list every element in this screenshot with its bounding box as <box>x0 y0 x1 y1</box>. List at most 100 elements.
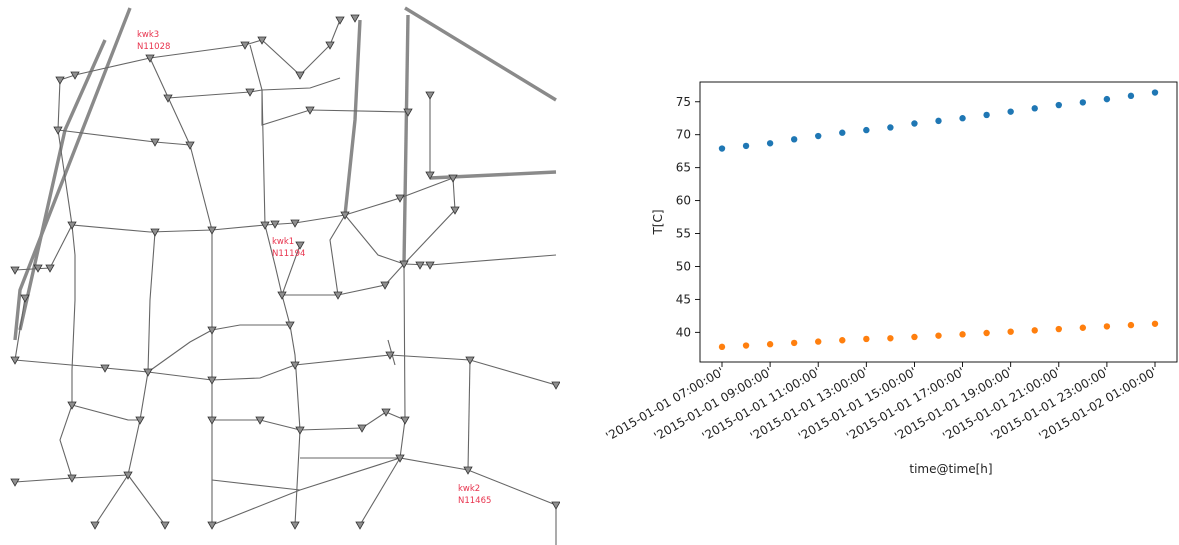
network-node <box>325 41 335 50</box>
plant-node-kwk3: N11028 <box>137 42 170 52</box>
network-node <box>295 241 305 250</box>
network-node <box>207 416 217 425</box>
network-node <box>10 266 20 275</box>
series-2-point <box>887 335 894 342</box>
network-node <box>207 326 217 335</box>
network-node <box>207 376 217 385</box>
network-node <box>448 174 458 183</box>
network-node <box>290 361 300 370</box>
series-1-point <box>1055 101 1062 109</box>
series-2-point <box>815 338 822 345</box>
network-node <box>185 141 195 150</box>
network-node <box>45 264 55 273</box>
series-1-point <box>959 115 966 122</box>
network-node <box>465 356 475 365</box>
network-node <box>10 478 20 487</box>
network-node <box>33 264 43 273</box>
series-1-point <box>742 142 750 150</box>
series-2-point <box>718 343 726 351</box>
plant-name-kwk1: kwk1 <box>272 237 294 247</box>
series-2-point <box>983 329 990 337</box>
network-node <box>100 364 110 373</box>
y-tick-label: 45 <box>676 292 691 306</box>
network-node <box>277 291 287 300</box>
network-node <box>55 76 65 85</box>
series-2-point <box>935 332 942 339</box>
series-1-point <box>935 117 942 125</box>
network-node <box>463 466 473 475</box>
plot-area <box>699 81 1178 363</box>
network-node <box>150 138 160 147</box>
y-tick-label: 65 <box>676 161 691 175</box>
network-node <box>415 261 425 270</box>
network-node <box>150 228 160 237</box>
series-1-point <box>1007 108 1014 115</box>
network-node <box>270 220 280 229</box>
series-2-point <box>790 339 798 347</box>
series-1-point <box>1079 99 1087 106</box>
network-node <box>135 416 145 425</box>
series-1-point <box>1151 89 1159 96</box>
network-nodes <box>10 14 560 530</box>
network-node <box>53 126 63 135</box>
plant-node-kwk1: N11194 <box>272 249 305 259</box>
series-1-point <box>718 145 726 152</box>
network-node <box>260 221 270 230</box>
series-2-point <box>863 335 870 343</box>
plant-name-kwk2: kwk2 <box>458 484 480 494</box>
network-node <box>305 106 315 115</box>
plant-name-kwk3: kwk3 <box>137 30 159 40</box>
series-2-point <box>959 331 966 338</box>
series-2-point <box>1151 320 1159 327</box>
series-2-point <box>1127 321 1135 329</box>
x-axis-label: time@time[h] <box>909 462 992 476</box>
network-map: kwk3 N11028 kwk1 N11194 kwk2 N11465 <box>10 6 560 545</box>
series-2-point <box>1103 323 1111 330</box>
series-2-point <box>766 341 774 348</box>
series-1-point <box>1031 105 1038 112</box>
network-node <box>163 94 173 103</box>
series-2-point <box>839 337 846 344</box>
network-node <box>207 226 217 235</box>
network-node <box>551 501 560 510</box>
y-tick-label: 40 <box>676 325 691 339</box>
network-node <box>245 88 255 97</box>
y-tick-label: 60 <box>676 194 691 208</box>
network-node <box>20 294 30 303</box>
network-node <box>290 521 300 530</box>
series-1-point <box>1127 92 1135 100</box>
y-tick-label: 70 <box>676 128 691 142</box>
network-node <box>90 521 100 530</box>
network-node <box>425 261 435 270</box>
y-tick-label: 55 <box>676 227 691 241</box>
series-1-point <box>911 120 918 127</box>
network-node <box>450 206 460 215</box>
network-node <box>70 71 80 80</box>
network-node <box>425 91 435 100</box>
plant-node-kwk2: N11465 <box>458 496 491 506</box>
network-node <box>67 221 77 230</box>
network-node <box>340 211 350 220</box>
network-node <box>123 471 133 480</box>
series-1-point <box>790 136 798 143</box>
y-axis: 40 45 50 55 60 65 70 75 <box>676 95 700 339</box>
series-1-point <box>839 129 846 136</box>
network-node <box>67 401 77 410</box>
network-node <box>290 219 300 228</box>
series-2-point <box>1055 325 1062 333</box>
network-node <box>255 416 265 425</box>
network-node <box>295 71 305 80</box>
network-node <box>207 521 217 530</box>
plant-labels: kwk3 N11028 kwk1 N11194 kwk2 N11465 <box>137 30 491 506</box>
network-node <box>295 426 305 435</box>
y-tick-label: 50 <box>676 259 691 273</box>
network-node <box>67 474 77 483</box>
temperature-chart: 40 45 50 55 60 65 70 75 '2015-01-01 07:00:00''2… <box>603 81 1178 476</box>
network-node <box>395 454 405 463</box>
network-node <box>143 368 153 377</box>
series-1-point <box>887 124 894 131</box>
network-node <box>145 54 155 63</box>
network-node <box>240 41 250 50</box>
series-1-point <box>1103 95 1111 103</box>
network-node <box>551 381 560 390</box>
